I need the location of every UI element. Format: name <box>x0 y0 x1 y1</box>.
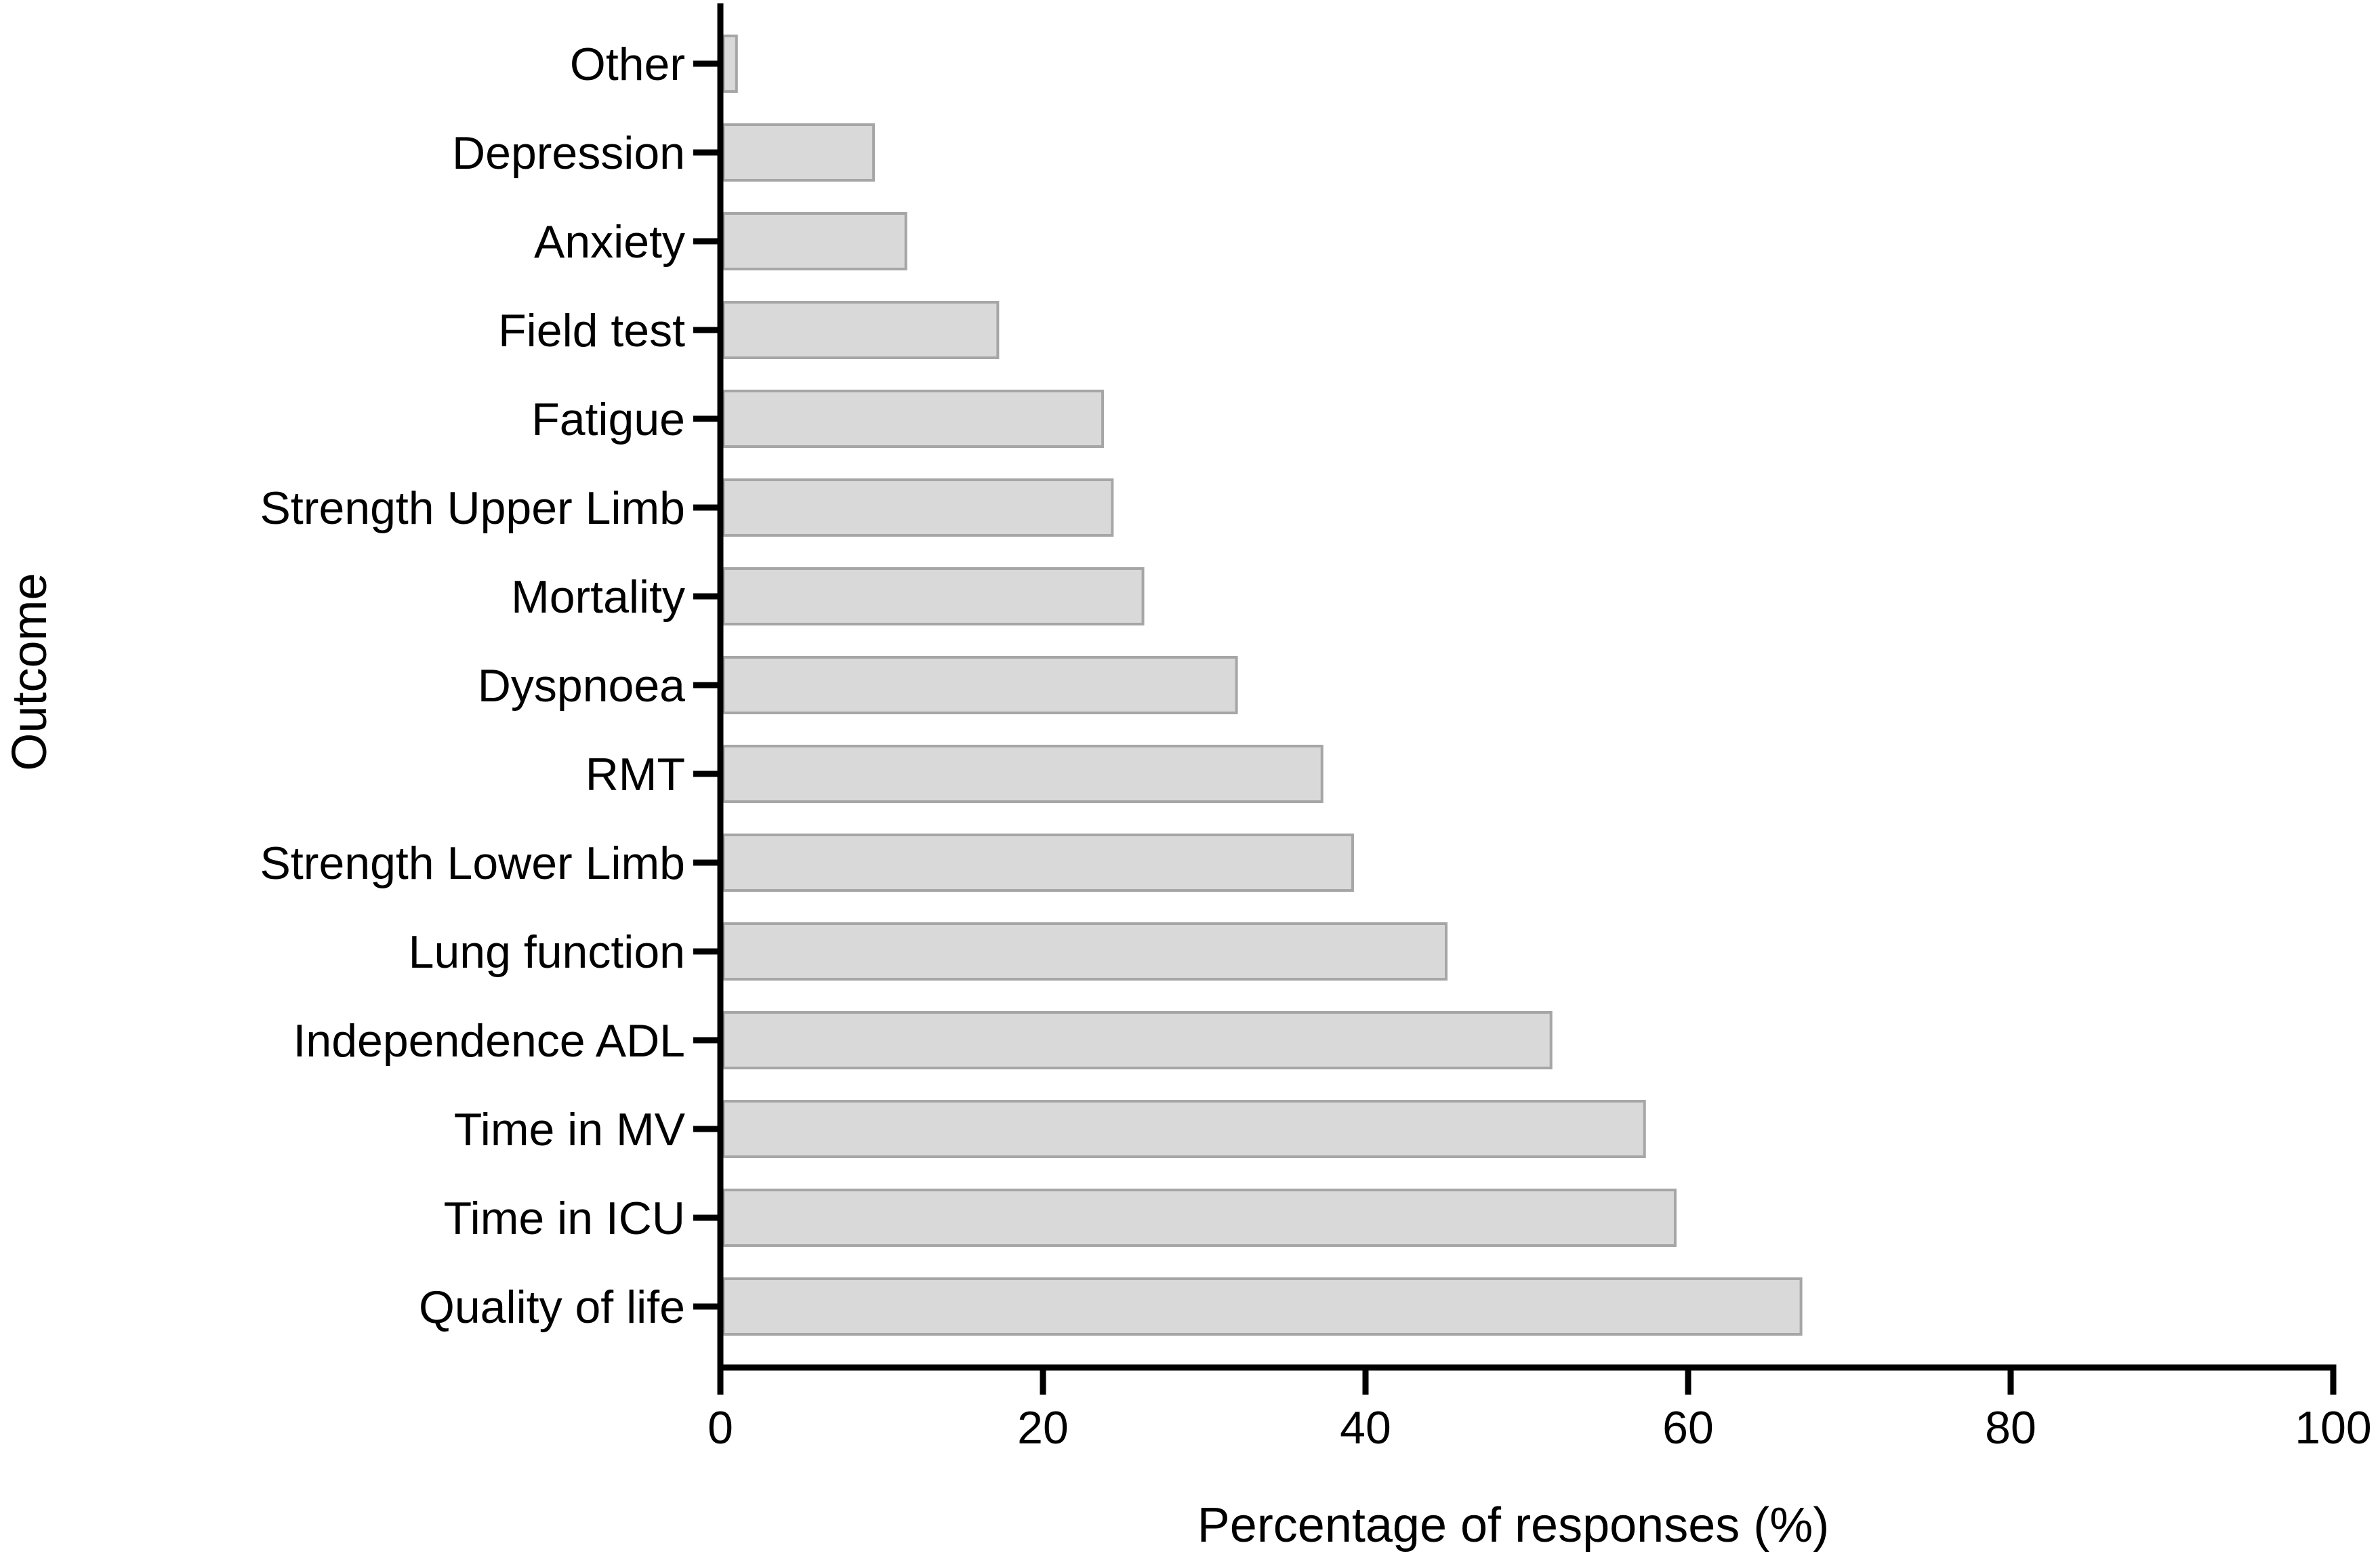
bar-mortality <box>722 567 1145 625</box>
bar-independence-adl <box>722 1011 1553 1069</box>
bar-other <box>722 35 738 93</box>
x-tick-label: 100 <box>2295 1402 2371 1454</box>
bar-anxiety <box>722 212 907 270</box>
bar-lung-function <box>722 922 1448 981</box>
category-label: Depression <box>452 127 685 179</box>
x-tick-label: 40 <box>1340 1402 1391 1454</box>
category-label: Strength Lower Limb <box>260 838 685 889</box>
axes-layer <box>693 3 2337 1395</box>
bar-time-in-icu <box>722 1189 1677 1247</box>
category-label: Lung function <box>409 926 685 978</box>
bar-dyspnoea <box>722 656 1238 714</box>
bar-quality-of-life <box>722 1277 1803 1336</box>
bars-layer <box>722 35 1803 1336</box>
category-label: Dyspnoea <box>478 660 685 712</box>
x-tick-label: 20 <box>1017 1402 1069 1454</box>
bar-depression <box>722 123 876 182</box>
category-label: Time in MV <box>454 1104 686 1155</box>
category-label: Field test <box>498 305 685 356</box>
bar-rmt <box>722 745 1324 803</box>
category-label: RMT <box>586 749 685 800</box>
category-label: Strength Upper Limb <box>260 482 685 534</box>
category-label: Anxiety <box>534 216 685 268</box>
y-axis-title: Outcome <box>3 573 57 770</box>
bar-strength-upper-limb <box>722 478 1114 537</box>
bar-time-in-mv <box>722 1100 1646 1158</box>
category-label: Independence ADL <box>293 1015 686 1067</box>
x-tick-label: 0 <box>707 1402 733 1454</box>
labels-layer: Quality of life Time in ICU Time in MV Inde… <box>260 39 2372 1454</box>
x-tick-label: 80 <box>1985 1402 2036 1454</box>
category-label: Fatigue <box>531 394 685 445</box>
bar-field-test <box>722 301 1000 359</box>
category-label: Time in ICU <box>444 1193 685 1244</box>
x-axis-title: Percentage of responses (%) <box>1197 1498 1829 1553</box>
bar-strength-lower-limb <box>722 834 1354 892</box>
bar-fatigue <box>722 390 1105 448</box>
category-label: Mortality <box>511 571 685 623</box>
category-label: Other <box>570 39 685 90</box>
category-label: Quality of life <box>419 1281 685 1333</box>
x-tick-label: 60 <box>1662 1402 1714 1454</box>
